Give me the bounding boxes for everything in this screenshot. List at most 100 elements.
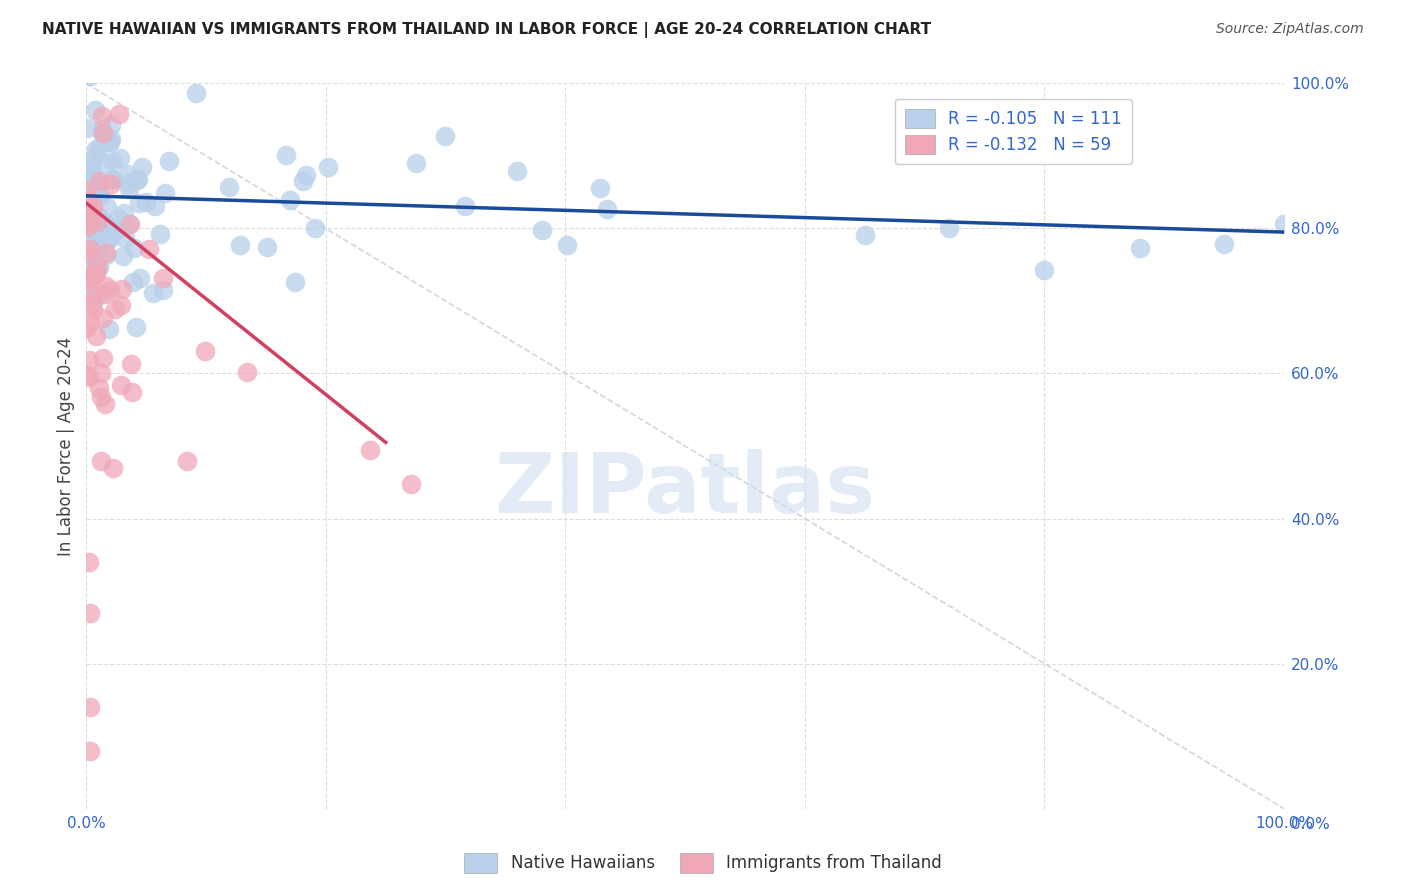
Point xyxy=(83,150,105,164)
Point xyxy=(90,390,112,404)
Point xyxy=(79,198,101,212)
Point xyxy=(84,264,107,278)
Point xyxy=(110,298,132,312)
Point xyxy=(91,126,114,140)
Point xyxy=(135,194,157,209)
Point xyxy=(111,283,134,297)
Point xyxy=(77,194,100,208)
Point xyxy=(129,270,152,285)
Point xyxy=(96,218,118,232)
Point xyxy=(131,160,153,174)
Point xyxy=(79,743,101,757)
Point xyxy=(176,454,198,468)
Point xyxy=(98,231,121,245)
Point xyxy=(82,302,104,317)
Point xyxy=(1272,217,1295,231)
Point xyxy=(86,227,108,241)
Point xyxy=(853,228,876,243)
Point xyxy=(84,266,107,280)
Point xyxy=(94,245,117,260)
Point xyxy=(98,322,121,336)
Point xyxy=(84,261,107,276)
Point xyxy=(76,180,98,194)
Point xyxy=(96,156,118,170)
Point xyxy=(115,167,138,181)
Point xyxy=(96,200,118,214)
Point xyxy=(77,353,100,368)
Point xyxy=(76,121,98,136)
Point xyxy=(401,477,423,491)
Point xyxy=(274,148,297,162)
Point xyxy=(122,276,145,290)
Point xyxy=(82,297,104,311)
Point xyxy=(127,172,149,186)
Point xyxy=(90,122,112,136)
Point xyxy=(84,268,107,283)
Point xyxy=(90,453,112,467)
Point xyxy=(86,215,108,229)
Point xyxy=(91,213,114,227)
Point xyxy=(93,286,115,301)
Point xyxy=(89,381,111,395)
Point xyxy=(80,171,103,186)
Point xyxy=(83,249,105,263)
Point xyxy=(77,369,100,384)
Point xyxy=(87,209,110,223)
Point xyxy=(80,161,103,176)
Point xyxy=(87,261,110,276)
Point xyxy=(124,241,146,255)
Point xyxy=(434,129,457,144)
Point xyxy=(77,555,100,569)
Point xyxy=(256,240,278,254)
Point xyxy=(75,277,97,291)
Point xyxy=(79,700,101,714)
Point xyxy=(555,238,578,252)
Point xyxy=(128,196,150,211)
Point xyxy=(157,153,180,168)
Point xyxy=(118,176,141,190)
Point xyxy=(304,220,326,235)
Point xyxy=(86,231,108,245)
Point xyxy=(89,222,111,236)
Point xyxy=(82,200,104,214)
Point xyxy=(84,329,107,343)
Point xyxy=(194,343,217,358)
Point xyxy=(76,368,98,382)
Point xyxy=(90,366,112,380)
Point xyxy=(1213,237,1236,252)
Point xyxy=(103,171,125,186)
Point xyxy=(152,283,174,297)
Point xyxy=(87,260,110,274)
Point xyxy=(84,263,107,277)
Point xyxy=(284,275,307,289)
Point xyxy=(82,211,104,226)
Point xyxy=(108,211,131,226)
Point xyxy=(79,242,101,256)
Point xyxy=(91,310,114,325)
Point xyxy=(98,135,121,149)
Point xyxy=(118,182,141,196)
Point xyxy=(77,265,100,279)
Point xyxy=(80,287,103,301)
Point xyxy=(76,160,98,174)
Point xyxy=(938,221,960,235)
Point xyxy=(120,357,142,371)
Point xyxy=(101,172,124,186)
Point xyxy=(118,218,141,232)
Point xyxy=(89,287,111,301)
Point xyxy=(454,199,477,213)
Point xyxy=(236,365,259,379)
Y-axis label: In Labor Force | Age 20-24: In Labor Force | Age 20-24 xyxy=(58,336,75,556)
Point xyxy=(359,443,381,458)
Point xyxy=(76,219,98,234)
Point xyxy=(589,181,612,195)
Point xyxy=(112,249,135,263)
Text: 0.0%: 0.0% xyxy=(1291,817,1330,832)
Point xyxy=(229,238,252,252)
Text: Source: ZipAtlas.com: Source: ZipAtlas.com xyxy=(1216,22,1364,37)
Point xyxy=(101,460,124,475)
Point xyxy=(75,321,97,335)
Point xyxy=(94,279,117,293)
Point xyxy=(292,174,315,188)
Point xyxy=(82,261,104,276)
